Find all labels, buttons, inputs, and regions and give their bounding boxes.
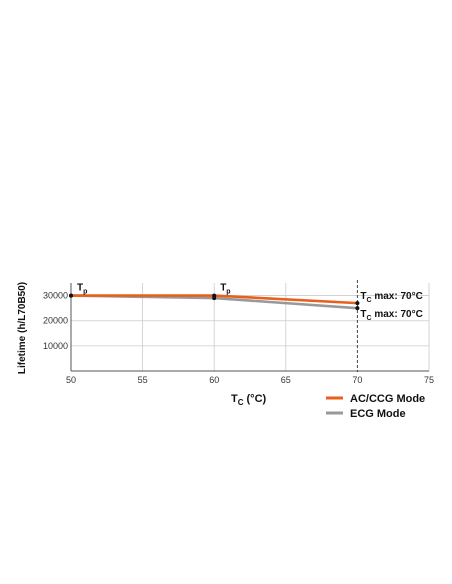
y-tick-label: 10000 [43, 341, 68, 351]
data-point [212, 296, 217, 301]
annotation-main: T [360, 309, 366, 320]
y-tick-labels: 10000 20000 30000 [43, 291, 68, 351]
legend-label: AC/CCG Mode [350, 393, 425, 405]
y-axis-title: Lifetime (h/L70B50) [17, 282, 28, 374]
x-axis-title-sub: C [238, 398, 244, 407]
annotation-label: Tp [77, 283, 87, 296]
series-points [69, 293, 360, 311]
x-tick-label: 75 [424, 375, 434, 385]
x-tick-label: 65 [281, 375, 291, 385]
x-tick-label: 50 [66, 375, 76, 385]
x-tick-label: 70 [352, 375, 362, 385]
annotation-main: T [77, 283, 83, 294]
annotation-suffix: max: 70°C [372, 291, 423, 302]
x-axis-title: TC (°C) [231, 393, 267, 407]
data-point [355, 301, 360, 306]
x-tick-label: 55 [138, 375, 148, 385]
annotation-suffix: max: 70°C [372, 309, 423, 320]
annotation-label: TC max: 70°C [360, 291, 422, 304]
annotation-subscript: C [367, 315, 372, 322]
annotation-main: T [360, 291, 366, 302]
annotation-subscript: p [226, 289, 230, 296]
annotations: Tp Tp TC max: 70°CTC max: 70°C [77, 283, 423, 323]
annotation-label: Tp [220, 283, 230, 296]
annotation-main: T [220, 283, 226, 294]
annotation-subscript: C [367, 297, 372, 304]
legend: AC/CCG Mode ECG Mode [326, 393, 425, 420]
data-point [69, 293, 73, 298]
x-axis-title-main: T [231, 393, 238, 405]
legend-label: ECG Mode [350, 408, 406, 420]
x-tick-label: 60 [209, 375, 219, 385]
annotation-subscript: p [83, 289, 87, 296]
x-tick-labels: 50 55 60 65 70 75 [66, 375, 434, 385]
x-axis-title-unit: (°C) [247, 393, 267, 405]
data-point [355, 306, 360, 311]
y-tick-label: 20000 [43, 316, 68, 326]
y-tick-label: 30000 [43, 291, 68, 301]
axes [70, 280, 429, 372]
annotation-label: TC max: 70°C [360, 309, 422, 322]
